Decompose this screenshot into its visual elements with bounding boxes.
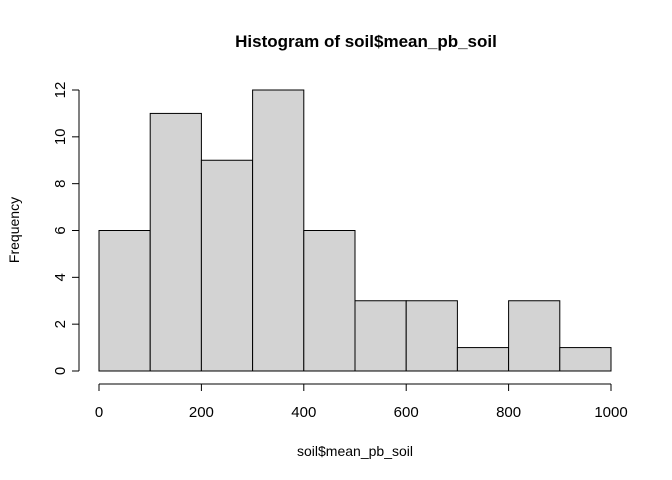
y-tick-label-4: 8 (52, 179, 69, 187)
x-tick-label-2: 400 (291, 404, 316, 421)
y-tick-label-2: 4 (52, 273, 69, 281)
y-tick-label-0: 0 (52, 367, 69, 375)
y-tick-label-1: 2 (52, 320, 69, 328)
histogram-bar-4 (303, 230, 356, 372)
y-tick-label-5: 10 (52, 128, 69, 145)
bars-group (98, 89, 612, 372)
histogram-bar-3 (252, 89, 305, 372)
x-tick-label-5: 1000 (594, 404, 627, 421)
histogram-bar-1 (149, 112, 202, 372)
x-tick-label-0: 0 (95, 404, 103, 421)
histogram-bar-5 (354, 300, 407, 372)
x-tick-label-4: 800 (496, 404, 521, 421)
y-tick-label-3: 6 (52, 226, 69, 234)
histogram-bar-8 (508, 300, 561, 372)
histogram-bar-0 (98, 230, 151, 372)
y-tick-label-6: 12 (52, 82, 69, 99)
histogram-bar-2 (200, 159, 254, 372)
x-axis: 0 200 400 600 800 1000 (95, 383, 628, 421)
chart-title: Histogram of soil$mean_pb_soil (235, 32, 497, 51)
x-tick-label-1: 200 (189, 404, 214, 421)
y-axis-label: Frequency (6, 197, 22, 263)
x-axis-label: soil$mean_pb_soil (297, 443, 413, 459)
histogram-bar-6 (405, 300, 458, 372)
histogram-bar-7 (456, 347, 510, 372)
histogram-bar-9 (559, 347, 612, 372)
y-axis: 0 2 4 6 8 10 12 (52, 82, 80, 375)
x-tick-label-3: 600 (394, 404, 419, 421)
